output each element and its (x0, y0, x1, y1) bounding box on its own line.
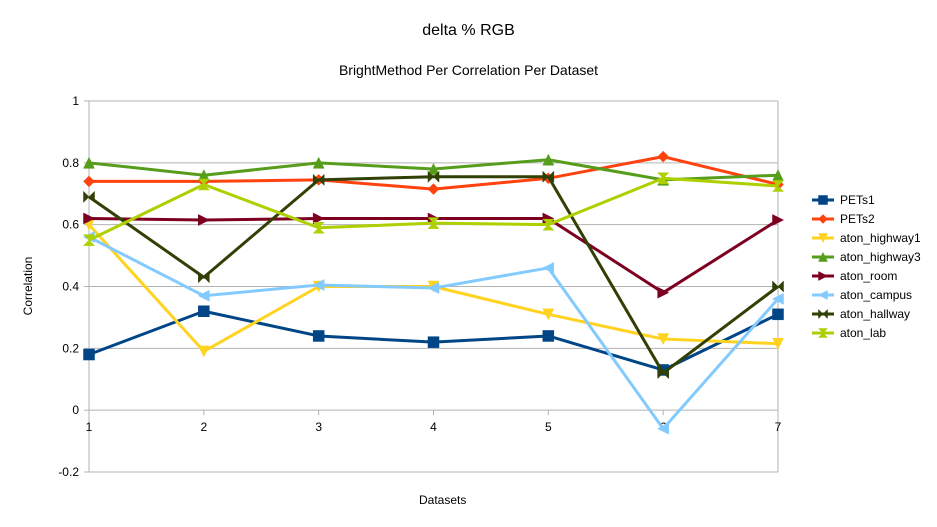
legend-marker (818, 308, 828, 319)
legend-label: aton_hallway (840, 306, 911, 321)
legend-label: aton_room (840, 268, 898, 283)
legend-label: PETs1 (840, 192, 875, 207)
legend-item: aton_lab (812, 323, 921, 342)
series-line (88, 235, 780, 431)
series-lines (82, 150, 785, 435)
data-point (312, 222, 325, 234)
data-point (542, 308, 555, 321)
data-point (312, 279, 325, 291)
legend-item: aton_highway3 (812, 247, 921, 266)
legend-marker (817, 327, 829, 338)
data-point (427, 170, 440, 183)
legend-marker (818, 194, 828, 205)
data-point (312, 212, 325, 225)
x-tick-label: 5 (545, 420, 552, 434)
x-tick-label: 3 (315, 420, 322, 434)
x-tick-label: 2 (200, 420, 207, 434)
data-point (657, 422, 669, 435)
y-tick-label: 0.6 (62, 218, 79, 232)
data-point (198, 305, 210, 317)
data-point (427, 217, 440, 229)
legend-swatch (812, 270, 834, 281)
data-point (772, 280, 784, 293)
data-point (312, 173, 325, 186)
data-point (197, 345, 210, 358)
data-point (83, 212, 96, 225)
legend-item: PETs1 (812, 190, 921, 209)
series-PETs1 (83, 305, 784, 376)
data-point (312, 330, 325, 342)
data-point (542, 262, 555, 274)
y-tick-label: 0.4 (62, 280, 79, 294)
y-tick-label: 0.8 (62, 156, 79, 170)
data-point (198, 214, 210, 226)
data-point (197, 178, 210, 191)
data-point (83, 190, 95, 203)
data-point (427, 282, 440, 294)
legend-swatch (812, 308, 834, 319)
legend-item: aton_room (812, 266, 921, 285)
legend-marker (818, 270, 829, 281)
legend-item: PETs2 (812, 209, 921, 228)
legend-item: aton_campus (812, 285, 921, 304)
data-point (312, 156, 325, 169)
data-point (542, 218, 555, 231)
legend-marker (818, 251, 828, 262)
data-point (83, 156, 95, 169)
data-point (772, 308, 784, 321)
data-point (197, 289, 210, 302)
series-aton_lab (82, 172, 785, 246)
x-axis-label: Datasets (419, 493, 467, 507)
data-point (772, 337, 784, 350)
x-tick-label: 1 (86, 420, 93, 434)
data-point (83, 175, 95, 188)
y-tick-label: 0.2 (62, 341, 79, 355)
legend-item: aton_hallway (812, 304, 921, 323)
legend-swatch (812, 327, 834, 338)
legend-swatch (812, 251, 834, 262)
legend-marker (818, 232, 828, 243)
legend-swatch (812, 213, 834, 224)
y-tick-label: -0.2 (58, 465, 79, 479)
legend-label: aton_highway3 (840, 249, 921, 264)
data-point (427, 162, 440, 175)
data-point (82, 234, 96, 246)
data-point (657, 172, 670, 185)
data-point (83, 348, 95, 361)
data-point (657, 286, 670, 299)
legend-swatch (812, 232, 834, 243)
data-point (771, 180, 785, 192)
legend-label: PETs2 (840, 211, 875, 226)
y-tick-label: 0 (72, 403, 79, 417)
data-point (427, 183, 440, 195)
legend-label: aton_highway1 (840, 230, 921, 245)
chart-title: delta % RGB (422, 22, 515, 39)
data-point (657, 150, 670, 163)
data-point (542, 170, 555, 183)
data-point (771, 292, 784, 305)
data-point (772, 214, 785, 226)
legend-marker (818, 213, 828, 224)
data-point (657, 333, 670, 346)
data-point (427, 336, 440, 348)
x-tick-label: 7 (775, 420, 782, 434)
y-axis-label: Correlation (21, 256, 35, 316)
data-point (198, 271, 210, 284)
legend-swatch (812, 194, 834, 205)
data-point (657, 366, 669, 380)
legend-swatch (812, 289, 834, 300)
chart-subtitle: BrightMethod Per Correlation Per Dataset (338, 62, 599, 78)
legend-marker (817, 289, 828, 300)
y-tick-label: 1 (72, 94, 79, 108)
legend-label: aton_campus (840, 287, 913, 302)
series-aton_hallway (83, 170, 784, 380)
x-tick-label: 4 (430, 420, 437, 434)
data-point (542, 330, 555, 342)
legend-item: aton_highway1 (812, 228, 921, 247)
legend-label: aton_lab (840, 325, 887, 340)
data-point (542, 153, 555, 166)
